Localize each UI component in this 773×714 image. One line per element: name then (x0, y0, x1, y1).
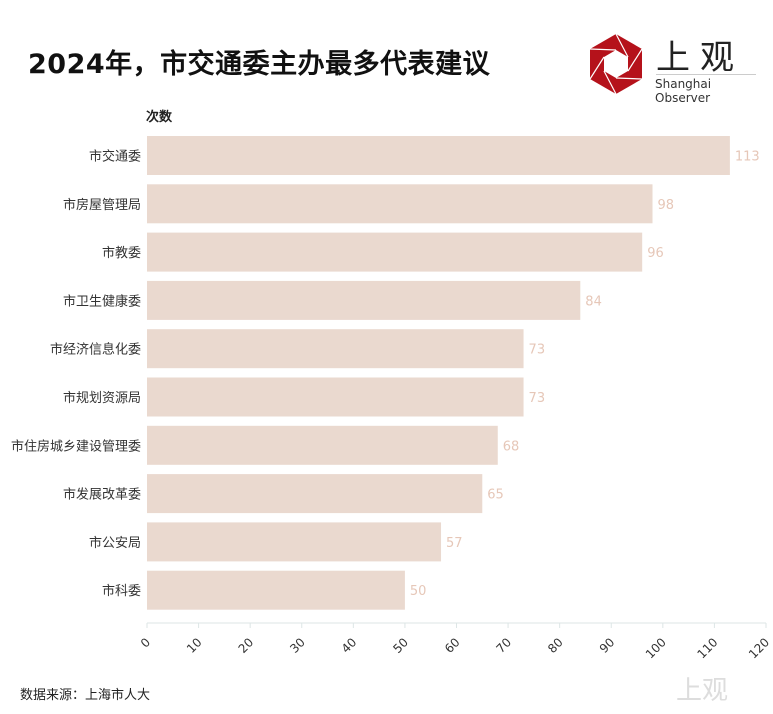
category-label: 市交通委 (89, 149, 141, 165)
logo-divider (656, 74, 756, 75)
x-tick-label: 70 (493, 635, 514, 656)
value-label: 113 (735, 150, 760, 165)
logo-en-text: Shanghai Observer (655, 77, 712, 105)
x-tick-label: 80 (545, 635, 566, 656)
category-label: 市发展改革委 (63, 487, 141, 503)
bar (147, 474, 483, 514)
x-tick-label: 0 (138, 635, 153, 650)
value-label: 84 (585, 294, 602, 309)
chart-title: 2024年，市交通委主办最多代表建议 (28, 49, 491, 80)
bar (147, 232, 643, 272)
bar (147, 280, 581, 320)
bar (147, 522, 442, 562)
x-tick-label: 90 (597, 635, 618, 656)
x-tick-label: 50 (390, 635, 411, 656)
value-label: 96 (647, 246, 664, 261)
value-label: 98 (658, 198, 675, 213)
bar (147, 136, 730, 175)
category-label: 市卫生健康委 (63, 293, 141, 309)
category-label: 市房屋管理局 (63, 197, 141, 213)
watermark: 上观 (676, 676, 729, 706)
x-tick-label: 120 (746, 635, 772, 661)
value-label: 73 (529, 343, 546, 358)
value-label: 57 (446, 536, 463, 551)
value-label: 68 (503, 439, 520, 454)
x-tick-label: 100 (643, 635, 669, 661)
x-tick-label: 10 (184, 635, 205, 656)
y-axis-title: 次数 (146, 110, 173, 125)
x-tick-label: 110 (694, 635, 720, 661)
bar (147, 425, 498, 465)
category-label: 市公安局 (89, 535, 141, 551)
x-tick-label: 40 (339, 635, 360, 656)
x-tick-label: 60 (442, 635, 463, 656)
value-label: 73 (529, 391, 546, 406)
x-tick-label: 30 (287, 635, 308, 656)
category-label: 市经济信息化委 (50, 342, 141, 358)
data-source: 数据来源：上海市人大 (20, 688, 151, 703)
category-label: 市住房城乡建设管理委 (11, 438, 141, 454)
logo-cn-text: 上观 (656, 38, 744, 78)
bar (147, 570, 405, 610)
value-label: 65 (487, 488, 504, 503)
logo-hexagon-icon (589, 33, 643, 95)
x-tick-label: 20 (236, 635, 257, 656)
shanghai-observer-logo: 上观 Shanghai Observer (584, 32, 764, 105)
bar (147, 184, 653, 224)
category-label: 市规划资源局 (63, 390, 141, 406)
category-label: 市科委 (102, 583, 141, 599)
bar (147, 377, 524, 417)
category-label: 市教委 (102, 245, 141, 261)
bar (147, 329, 524, 369)
value-label: 50 (410, 584, 427, 599)
